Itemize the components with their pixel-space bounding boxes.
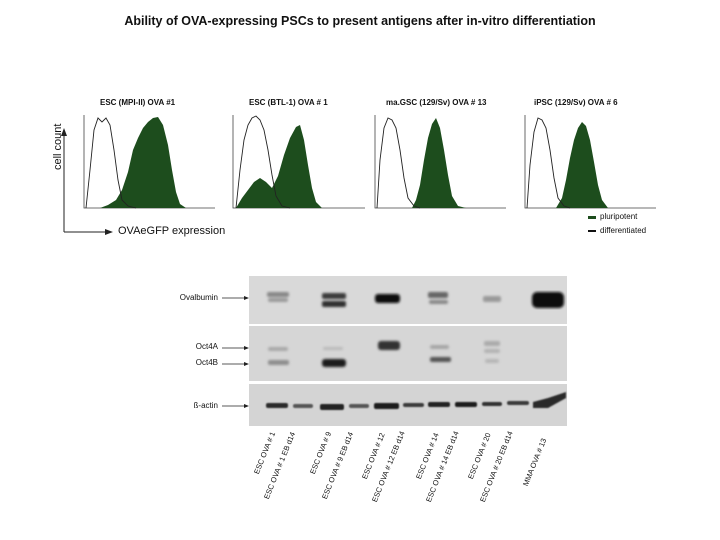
pluripotent-histogram-3 [412,118,466,208]
band-actin-lane7 [428,402,450,407]
band-oct4a-lane9a [484,341,500,346]
histogram-panel-4 [524,115,656,209]
band-oct4b-lane7 [430,357,451,362]
histogram-title-1: ESC (MPI-II) OVA #1 [100,98,176,107]
histogram-title-2: ESC (BTL-1) OVA # 1 [249,98,328,107]
band-oct4b-lane9 [485,359,499,363]
band-oct4a-lane1 [268,347,288,351]
band-oct4a-lane3 [323,347,343,350]
histogram-title-3: ma.GSC (129/Sv) OVA # 13 [386,98,487,107]
differentiated-histogram-1 [85,117,137,209]
differentiated-histogram-4 [526,117,571,209]
band-ovalbumin-lane5 [375,294,400,303]
band-oct4b-lane1 [268,360,289,365]
band-label-oct4a: Oct4A [195,342,218,351]
band-actin-lane6 [403,403,424,407]
band-actin-lane2 [293,404,313,408]
band-oct4a-lane5 [378,341,400,350]
band-ovalbumin-lane9 [483,296,501,302]
band-actin-lane3 [320,404,344,410]
differentiated-histogram-2 [235,115,291,209]
band-oct4b-lane3 [322,359,346,367]
histogram-panel-2 [232,115,365,209]
band-ovalbumin-lane1a [267,292,289,297]
band-oct4a-lane9b [484,349,500,353]
band-ovalbumin-lane3b [322,301,346,307]
legend-label-differentiated: differentiated [600,226,647,235]
figure-title: Ability of OVA-expressing PSCs to presen… [124,14,596,28]
band-actin-lane5 [374,403,399,409]
histogram-panel-3 [374,115,506,209]
band-label-actin: ß-actin [193,401,218,410]
band-label-oct4b: Oct4B [195,358,218,367]
histogram-panel-1 [83,115,215,209]
blot-panel-ovalbumin [249,276,567,324]
band-oct4a-lane7 [430,345,449,349]
blot-panel-oct4 [249,326,567,381]
band-actin-lane9 [482,402,502,406]
band-label-ovalbumin: Ovalbumin [179,293,218,302]
band-actin-lane11 [533,392,566,408]
band-actin-lane10 [507,401,529,405]
legend-swatch-pluripotent [588,216,596,219]
band-ovalbumin-lane1b [268,298,288,302]
band-ovalbumin-lane7a [428,292,448,298]
legend-swatch-differentiated [588,230,596,232]
band-actin-lane1 [266,403,288,408]
pluripotent-histogram-4 [556,122,608,208]
band-ovalbumin-lane7b [429,300,448,304]
histogram-panels [61,115,656,235]
band-ovalbumin-lane11 [532,292,564,308]
band-actin-lane4 [349,404,369,408]
legend-label-pluripotent: pluripotent [600,212,638,221]
x-axis-label: OVAeGFP expression [118,225,226,237]
band-actin-lane8 [455,402,477,407]
pluripotent-histogram-2 [236,125,322,208]
histogram-title-4: iPSC (129/Sv) OVA # 6 [534,98,618,107]
band-ovalbumin-lane3a [322,293,346,299]
differentiated-histogram-3 [376,117,421,209]
pluripotent-histogram-1 [100,117,186,208]
